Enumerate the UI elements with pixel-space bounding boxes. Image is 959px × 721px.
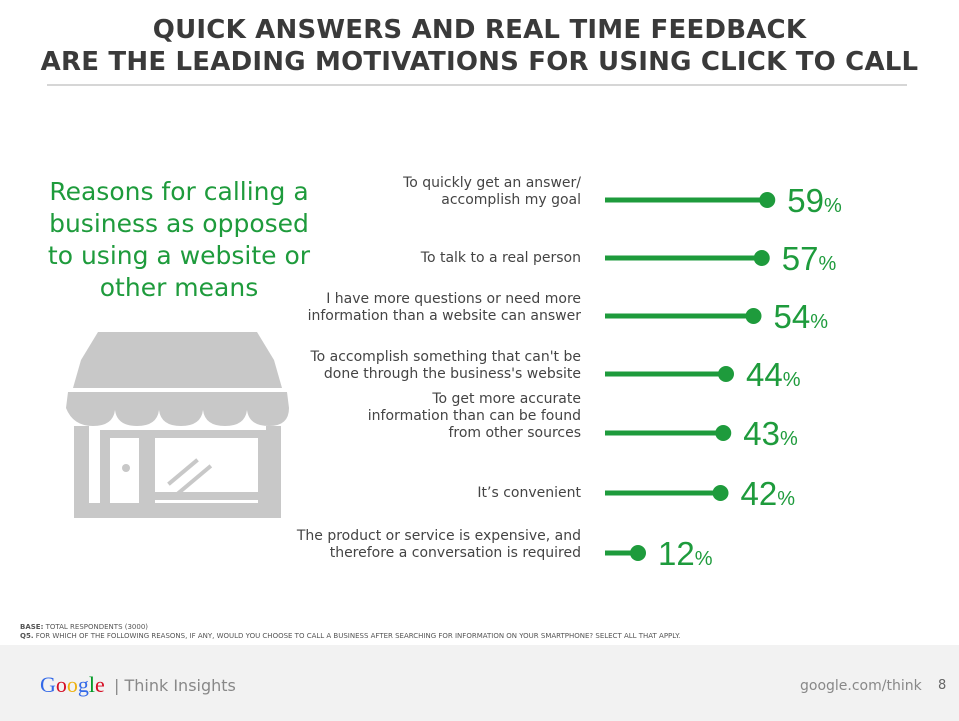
category-label-line: The product or service is expensive, and	[296, 528, 581, 544]
footnotes: BASE: TOTAL RESPONDENTS (3000) Q5. FOR W…	[20, 623, 680, 641]
bar-end-marker	[630, 545, 646, 561]
data-label-value: 59	[787, 182, 824, 219]
base-text: TOTAL RESPONDENTS (3000)	[43, 623, 149, 631]
data-label-unit: %	[782, 369, 801, 391]
category-label-line: therefore a conversation is required	[329, 545, 581, 561]
question-note: Q5. FOR WHICH OF THE FOLLOWING REASONS, …	[20, 632, 680, 641]
data-label-unit: %	[818, 253, 837, 275]
category-label: To quickly get an answer/accomplish my g…	[403, 175, 581, 209]
question-text: FOR WHICH OF THE FOLLOWING REASONS, IF A…	[33, 632, 681, 640]
category-label: The product or service is expensive, and…	[297, 528, 581, 562]
logo-letter: g	[77, 672, 89, 697]
data-label-value: 42	[740, 475, 778, 512]
logo-letter: o	[66, 672, 78, 697]
logo-letter: o	[55, 672, 67, 697]
base-note: BASE: TOTAL RESPONDENTS (3000)	[20, 623, 680, 632]
data-label: 59%	[787, 183, 842, 224]
category-label-line: To get more accurate	[432, 391, 581, 407]
logo-letter: l	[88, 672, 96, 697]
category-label: I have more questions or need more inform…	[308, 291, 581, 325]
data-label: 57%	[782, 241, 837, 282]
category-label-line: To accomplish something that can't be	[310, 349, 581, 365]
category-label: To get more accurate information than can…	[368, 391, 581, 442]
data-label: 54%	[774, 299, 829, 340]
data-label-value: 43	[743, 415, 780, 452]
category-label: To accomplish something that can't be don…	[310, 349, 581, 383]
data-label-value: 57	[781, 240, 819, 277]
logo-letter: G	[40, 672, 56, 697]
category-label: To talk to a real person	[421, 250, 581, 267]
category-label-line: accomplish my goal	[441, 192, 581, 208]
data-label: 44%	[746, 357, 801, 398]
bar-end-marker	[759, 192, 776, 208]
data-label-value: 12	[658, 535, 695, 572]
data-label-unit: %	[810, 311, 829, 333]
category-label-line: To quickly get an answer/	[403, 175, 581, 191]
page-number: 8	[938, 678, 947, 693]
chart-subtitle: Reasons for calling a business as oppose…	[47, 177, 311, 302]
category-label: It’s convenient	[477, 485, 581, 502]
category-label-line: It’s convenient	[477, 485, 581, 501]
bar-end-marker	[753, 250, 770, 266]
category-label-line: I have more questions or need more	[326, 291, 581, 307]
base-label: BASE:	[20, 623, 44, 631]
footer-url[interactable]: google.com/think	[800, 678, 922, 694]
data-label-unit: %	[777, 488, 796, 510]
title-line-2: ARE THE LEADING MOTIVATIONS FOR USING CL…	[40, 47, 919, 77]
category-label-line: information than a website can answer	[307, 308, 581, 324]
category-label-line: To talk to a real person	[420, 250, 581, 266]
category-label-line: done through the business's website	[323, 366, 581, 382]
data-label: 43%	[743, 416, 798, 457]
page-title: QUICK ANSWERS AND REAL TIME FEEDBACK ARE…	[0, 14, 959, 78]
title-line-1: QUICK ANSWERS AND REAL TIME FEEDBACK	[152, 15, 807, 45]
data-label-value: 44	[746, 356, 783, 393]
bar-end-marker	[712, 485, 729, 501]
data-label-value: 54	[773, 298, 811, 335]
bar-end-marker	[718, 366, 734, 382]
bar-chart	[605, 192, 776, 561]
google-logo: Google	[40, 672, 105, 698]
data-label-unit: %	[823, 195, 842, 217]
data-label-unit: %	[694, 548, 713, 570]
data-label: 42%	[741, 476, 796, 517]
data-label: 12%	[658, 536, 713, 577]
category-label-line: information than can be found	[367, 408, 581, 424]
footer-bar	[0, 645, 959, 721]
logo-letter: e	[95, 672, 105, 697]
title-divider	[47, 84, 907, 86]
category-label-line: from other sources	[448, 425, 581, 441]
think-insights-tagline: | Think Insights	[114, 676, 236, 695]
bar-end-marker	[715, 425, 732, 441]
question-label: Q5.	[20, 632, 34, 640]
data-label-unit: %	[779, 428, 798, 450]
bar-end-marker	[745, 308, 762, 324]
storefront-icon	[66, 332, 289, 518]
